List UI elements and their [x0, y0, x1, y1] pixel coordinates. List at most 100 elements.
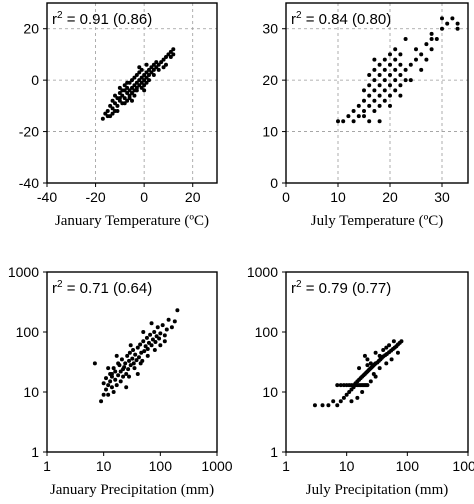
panel-jan-temperature: -40 -20 0 20 -40 -20 0 20 January Temperature (º…	[19, 2, 218, 229]
jul-temperature-point-41	[403, 67, 408, 72]
jan-precipitation-point-19	[118, 379, 123, 384]
jan-temperature-point-50	[151, 62, 156, 67]
jan-temperature-point-3	[108, 103, 113, 108]
jul-precipitation-point-64	[377, 366, 382, 371]
jan-precipitation-point-43	[143, 344, 148, 349]
jan-temperature-point-76	[161, 65, 166, 70]
jul-precipitation-point-78	[395, 350, 400, 355]
jan-temperature-point-28	[132, 83, 137, 88]
jul-precipitation-point-21	[338, 399, 343, 404]
jan-precipitation-point-60	[169, 325, 174, 330]
jul-precipitation-point-72	[373, 374, 378, 379]
jan-temperature-point-53	[156, 62, 161, 67]
panel-jul-temperature: 0 10 20 30 0 10 20 30 July Temperature (ºC) r2 = …	[262, 2, 469, 229]
jan-temperature-point-72	[122, 101, 127, 106]
jan-temperature-point-20	[125, 85, 130, 90]
jan-temperature-point-0	[100, 116, 105, 121]
jan-precipitation-r2-annotation: r2 = 0.71 (0.64)	[52, 279, 152, 297]
jul-temperature-point-9	[362, 88, 366, 93]
jul-temperature-xtick-label-2: 20	[382, 189, 398, 205]
jan-precipitation-point-24	[123, 361, 128, 366]
jan-precipitation-point-70	[152, 348, 157, 353]
jan-precipitation-point-32	[131, 348, 136, 353]
jul-precipitation-point-74	[357, 366, 362, 371]
jan-precipitation-xtick-label-3: 1000	[201, 458, 232, 474]
jan-precipitation-xtick-label-0: 1	[43, 458, 51, 474]
jul-temperature-ytick-label-2: 20	[262, 72, 278, 88]
jul-temperature-point-11	[367, 93, 372, 98]
jul-precipitation-point-76	[377, 353, 382, 358]
jan-temperature-point-77	[171, 52, 176, 57]
jul-temperature-point-3	[351, 119, 356, 124]
jan-temperature-point-24	[130, 91, 134, 95]
jul-temperature-point-10	[367, 103, 372, 108]
jan-precipitation-ytick-label-0: 1	[31, 444, 39, 460]
jan-temperature-point-18	[125, 98, 130, 103]
jan-precipitation-point-46	[146, 340, 151, 345]
jan-temperature-point-45	[147, 73, 151, 77]
jul-precipitation-point-23	[344, 392, 349, 397]
jul-precipitation-xtick-label-0: 1	[282, 458, 290, 474]
jul-temperature-point-43	[414, 57, 418, 62]
jan-temperature-point-26	[130, 78, 134, 83]
jan-temperature-point-37	[139, 75, 144, 80]
jul-temperature-point-42	[408, 62, 413, 67]
jul-precipitation-point-73	[349, 399, 354, 404]
jan-precipitation-point-25	[124, 371, 129, 376]
jan-temperature-ytick-label-0: -40	[19, 175, 39, 191]
jul-temperature-point-13	[367, 73, 372, 77]
jul-precipitation-xtick-label-2: 100	[396, 458, 420, 474]
jan-temperature-point-17	[122, 83, 127, 88]
jan-temperature-point-44	[144, 62, 149, 67]
jan-precipitation-point-65	[121, 367, 126, 372]
jul-temperature-point-33	[393, 67, 398, 72]
jan-precipitation-point-54	[157, 336, 162, 341]
jan-precipitation-point-10	[109, 385, 114, 390]
jul-temperature-point-60	[362, 114, 366, 119]
jan-precipitation-point-0	[92, 361, 97, 366]
jul-temperature-point-69	[398, 52, 403, 57]
jul-precipitation-point-60	[365, 357, 370, 362]
jan-precipitation-point-26	[125, 353, 130, 358]
jul-precipitation-point-6	[341, 383, 346, 388]
jul-temperature-point-67	[367, 119, 372, 124]
jan-temperature-point-60	[168, 55, 173, 59]
jul-temperature-point-4	[351, 109, 356, 113]
jan-temperature-point-1	[103, 111, 108, 116]
jan-temperature-point-52	[154, 60, 159, 65]
jan-precipitation-point-31	[130, 356, 135, 361]
jul-precipitation-ytick-label-2: 100	[255, 324, 279, 340]
jan-temperature-point-71	[137, 65, 142, 70]
jan-temperature-point-41	[142, 73, 147, 77]
jan-precipitation-point-9	[108, 379, 113, 384]
jul-precipitation-point-79	[384, 345, 389, 350]
jul-temperature-point-44	[414, 47, 418, 52]
panel-jul-precipitation: 11010010001101001000July Precipitation (…	[247, 264, 474, 498]
jan-precipitation-point-29	[127, 350, 132, 355]
jan-temperature-point-14	[120, 93, 125, 98]
jan-temperature-point-5	[110, 98, 115, 103]
jan-precipitation-point-13	[111, 366, 116, 371]
jan-precipitation-ytick-label-3: 1000	[8, 264, 39, 280]
jan-temperature-point-51	[154, 65, 159, 70]
jan-temperature-plot-frame	[46, 2, 218, 184]
jan-temperature-point-61	[164, 62, 168, 67]
jan-temperature-point-47	[149, 70, 154, 75]
jul-temperature-point-24	[382, 78, 387, 83]
jan-temperature-point-55	[161, 57, 166, 62]
jan-temperature-point-33	[137, 83, 142, 88]
jul-precipitation-ytick-label-0: 1	[270, 444, 278, 460]
jan-precipitation-point-35	[134, 358, 139, 363]
jul-temperature-point-22	[377, 62, 382, 67]
jul-temperature-point-28	[388, 73, 392, 77]
jan-temperature-point-65	[120, 88, 125, 93]
jan-precipitation-point-61	[172, 319, 177, 324]
jul-temperature-point-62	[393, 47, 398, 52]
jan-temperature-xtick-label-3: 20	[185, 189, 201, 205]
jul-precipitation-point-58	[399, 339, 404, 344]
jan-temperature-point-46	[147, 67, 151, 72]
jul-precipitation-point-3	[331, 399, 336, 404]
jan-temperature-point-43	[144, 70, 149, 75]
jan-precipitation-point-53	[155, 325, 160, 330]
jan-temperature-point-59	[171, 47, 176, 52]
